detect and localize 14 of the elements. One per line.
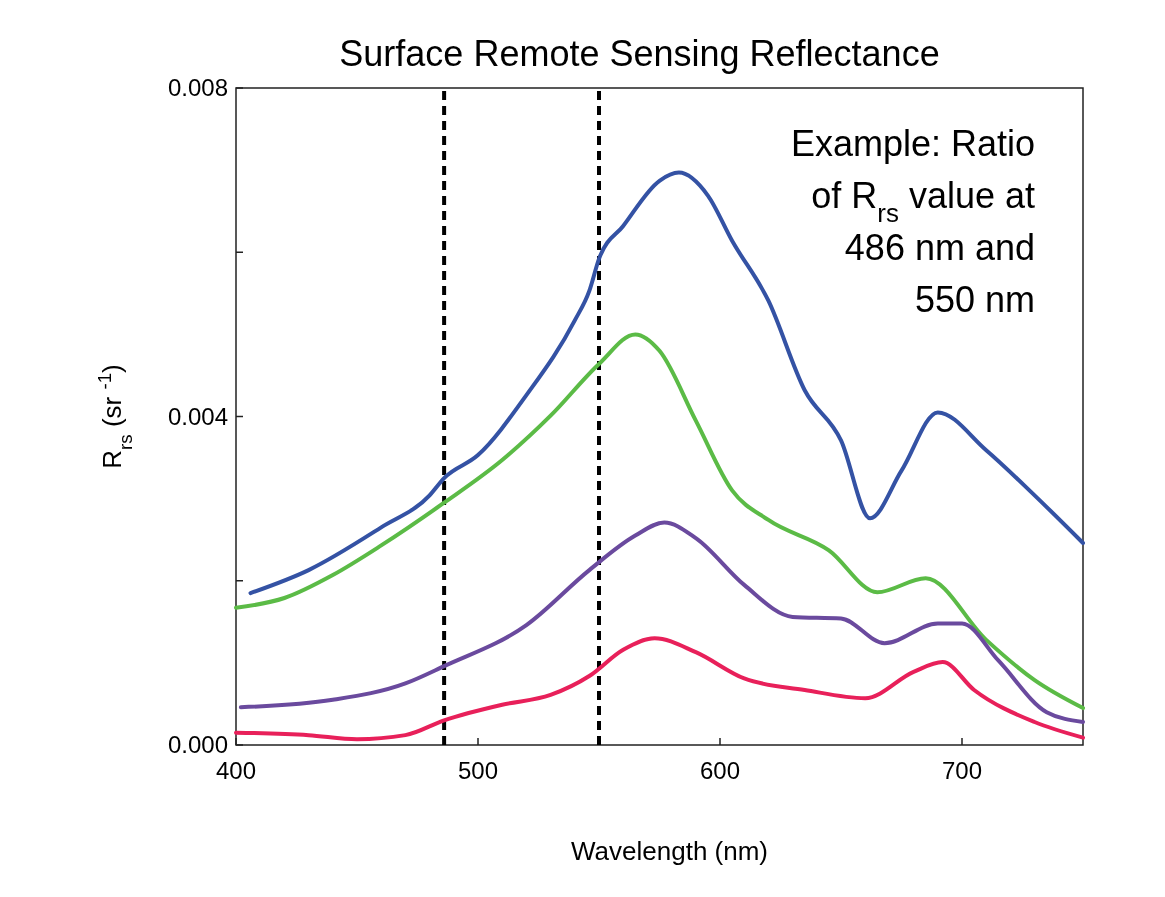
chart-title: Surface Remote Sensing Reflectance xyxy=(339,33,940,74)
x-tick-label: 500 xyxy=(457,757,499,784)
y-tick-label: 0.000 xyxy=(167,731,228,758)
annotation: Example: Ratio of R$_{rs}$ value at 486 nm and 550 nm xyxy=(790,123,1035,320)
x-tick-label: 600 xyxy=(699,757,741,784)
y-tick-label: 0.008 xyxy=(167,74,228,101)
x-axis-title: Wavelength (nm) xyxy=(571,836,768,866)
line-series xyxy=(234,332,1085,711)
y-tick-label: 0.004 xyxy=(167,402,228,430)
line-series xyxy=(238,520,1085,725)
line-series xyxy=(234,636,1085,742)
x-tick-label: 400 xyxy=(215,757,257,784)
x-tick-label: 700 xyxy=(941,757,983,784)
line-series xyxy=(248,170,1085,596)
